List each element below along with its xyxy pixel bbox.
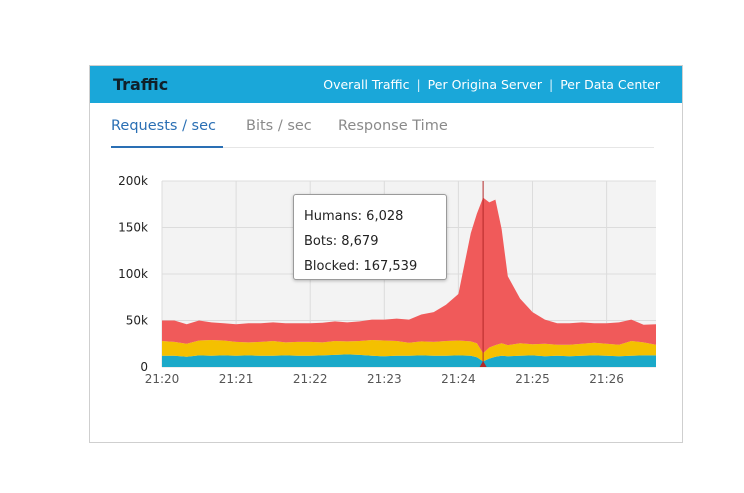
overall-traffic-link[interactable]: Overall Traffic — [323, 77, 410, 92]
x-tick-label: 21:20 — [145, 372, 180, 386]
tooltip-humans: Humans: 6,028 — [304, 209, 404, 224]
panel-header: Traffic Overall Traffic | Per Origina Serv… — [90, 66, 682, 103]
y-tick-label: 200k — [118, 174, 148, 188]
series-area-blocked — [162, 197, 656, 354]
tooltip-blocked: Blocked: 167,539 — [304, 259, 418, 274]
link-separator: | — [548, 77, 554, 92]
link-separator: | — [416, 77, 421, 92]
active-tab-indicator — [111, 146, 223, 148]
per-data-center-link[interactable]: Per Data Center — [560, 77, 660, 92]
y-tick-label: 0 — [140, 360, 148, 374]
x-tick-label: 21:26 — [589, 372, 624, 386]
x-tick-label: 21:25 — [515, 372, 550, 386]
traffic-panel: Traffic Overall Traffic | Per Origina Serv… — [89, 65, 683, 443]
x-tick-label: 21:23 — [367, 372, 402, 386]
y-tick-label: 150k — [118, 221, 148, 235]
x-tick-label: 21:21 — [219, 372, 254, 386]
panel-title: Traffic — [113, 75, 169, 94]
series-area-humans — [162, 354, 656, 367]
per-origin-server-link[interactable]: Per Origina Server — [427, 77, 542, 92]
x-tick-label: 21:24 — [441, 372, 476, 386]
tabs-divider — [111, 147, 654, 148]
x-tick-label: 21:22 — [293, 372, 328, 386]
y-tick-label: 50k — [126, 314, 148, 328]
series-area-bots — [162, 340, 656, 362]
hover-marker-triangle — [479, 361, 487, 367]
tooltip-bots: Bots: 8,679 — [304, 234, 379, 249]
header-links: Overall Traffic | Per Origina Server | Per D… — [323, 77, 660, 92]
tab-response-time[interactable]: Response Time — [338, 118, 448, 134]
y-tick-label: 100k — [118, 267, 148, 281]
data-tooltip: Humans: 6,028 Bots: 8,679 Blocked: 167,5… — [293, 194, 447, 280]
tab-bits-per-sec[interactable]: Bits / sec — [246, 118, 312, 134]
tab-requests-per-sec[interactable]: Requests / sec — [111, 118, 217, 134]
